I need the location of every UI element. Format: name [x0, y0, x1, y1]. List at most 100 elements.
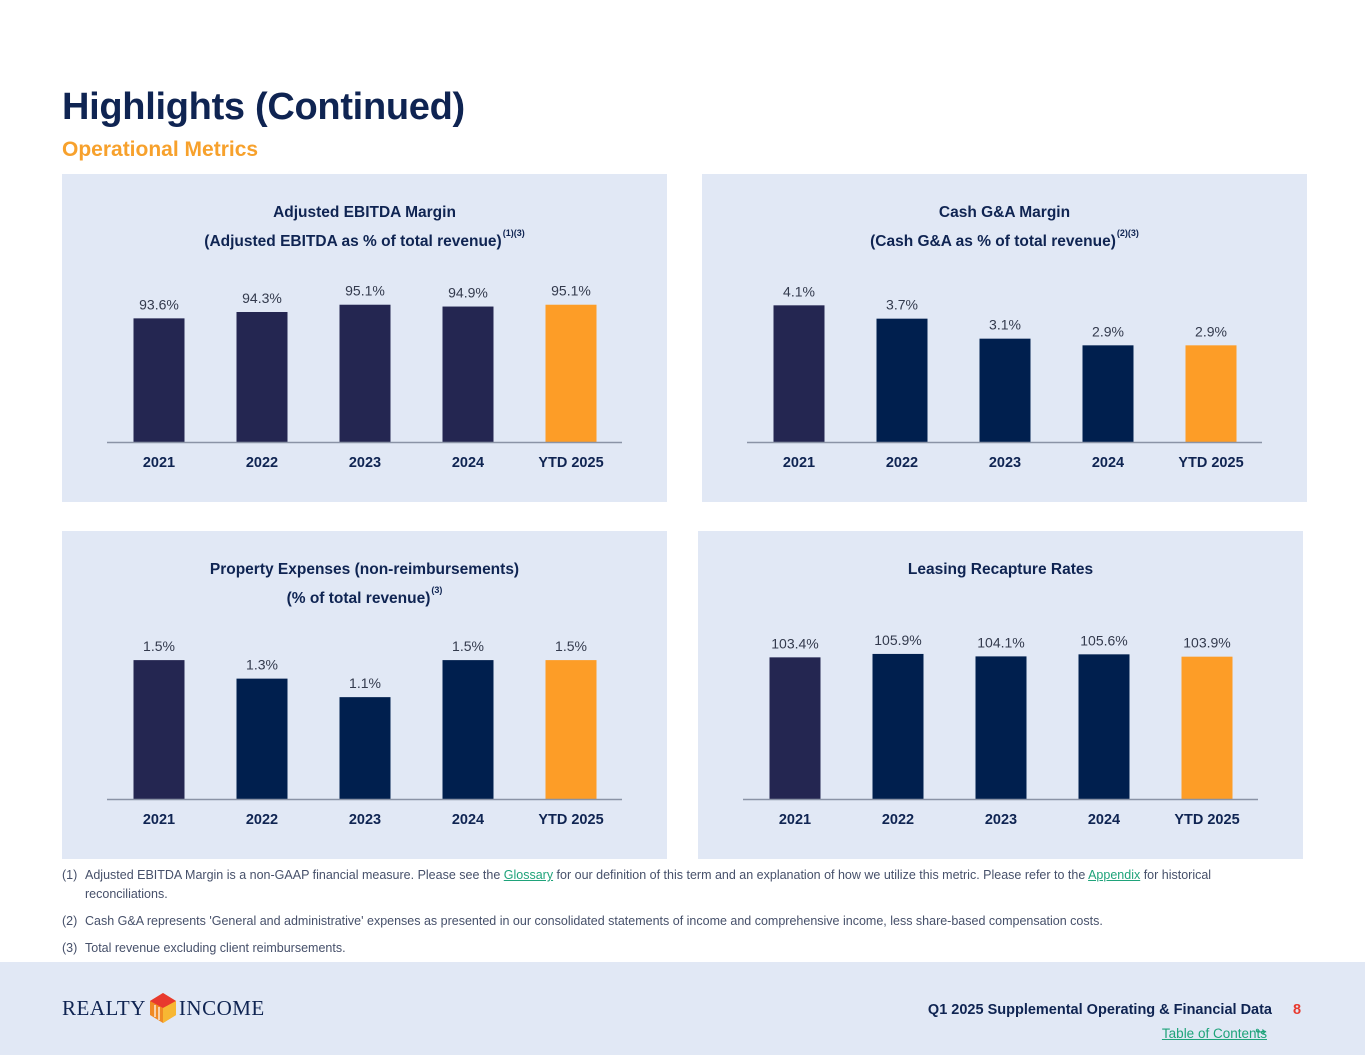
data-label: 1.5%	[143, 638, 175, 654]
footnote-text-part: for our definition of this term and an e…	[553, 868, 1089, 882]
x-tick-label: YTD 2025	[538, 455, 603, 471]
footnote-2: (2) Cash G&A represents 'General and adm…	[62, 912, 1262, 931]
data-label: 94.9%	[448, 285, 488, 301]
bar-ytd-2025	[545, 660, 597, 799]
bar-2021	[133, 318, 185, 442]
property-expenses-chart: 1.5% 2021 1.3% 2022 1.1% 2023 1.5% 2024 1.5% YTD …	[107, 638, 622, 828]
x-tick-label: 2021	[143, 455, 175, 471]
footer-band	[0, 962, 1365, 1055]
chart-title-footnote-ref: (2)(3)	[1116, 228, 1139, 238]
data-label: 105.6%	[1080, 632, 1127, 648]
data-label: 2.9%	[1195, 323, 1227, 339]
bar-ytd-2025	[545, 304, 597, 442]
bar-2022	[876, 318, 928, 442]
cash-ga-margin-panel: Cash G&A Margin (Cash G&A as % of total …	[702, 174, 1307, 502]
data-label: 95.1%	[345, 283, 385, 299]
bar-ytd-2025	[1181, 656, 1233, 799]
chart-title-line-2: (Cash G&A as % of total revenue)	[870, 233, 1116, 250]
x-tick-label: 2024	[1092, 455, 1124, 471]
footnote-text: Cash G&A represents 'General and adminis…	[85, 914, 1103, 928]
x-tick-label: 2022	[886, 455, 918, 471]
footnote-text-part: for historical reconciliations.	[85, 868, 1212, 901]
chart-title-footnote-ref: (1)(3)	[502, 228, 525, 238]
chart-title-line-2: (% of total revenue)	[286, 590, 431, 607]
x-tick-label: YTD 2025	[538, 812, 603, 828]
data-label: 2.9%	[1092, 323, 1124, 339]
chart-title-line-2: (Adjusted EBITDA as % of total revenue)	[204, 233, 502, 250]
x-tick-label: 2022	[246, 812, 278, 828]
data-label: 3.7%	[886, 297, 918, 313]
adjusted-ebitda-margin-panel: Adjusted EBITDA Margin (Adjusted EBITDA …	[62, 174, 667, 502]
data-label: 1.5%	[555, 638, 587, 654]
logo-text-right: INCOME	[178, 995, 265, 1020]
chart-title-line-1: Cash G&A Margin	[938, 204, 1071, 221]
chart-title: Adjusted EBITDA Margin (Adjusted EBITDA …	[62, 202, 667, 252]
footnote-number: (2)	[62, 914, 78, 928]
property-expenses-panel: Property Expenses (non-reimbursements) (…	[62, 531, 667, 859]
bar-2021	[133, 660, 185, 799]
document-title: Q1 2025 Supplemental Operating & Financi…	[927, 1002, 1272, 1018]
data-label: 94.3%	[242, 290, 282, 306]
appendix-link[interactable]: Appendix	[1088, 868, 1141, 882]
footnote-text: Adjusted EBITDA Margin is a non-GAAP fin…	[85, 866, 1262, 904]
x-tick-label: 2021	[779, 812, 811, 828]
data-label: 103.4%	[771, 635, 818, 651]
x-tick-label: 2024	[1088, 812, 1120, 828]
footnote-text-part: Adjusted EBITDA Margin is a non-GAAP fin…	[85, 868, 504, 882]
bar-2021	[773, 305, 825, 442]
chart-title-footnote-ref: (3)	[431, 585, 443, 595]
table-of-contents-link[interactable]: Table of Contents	[1161, 1026, 1267, 1041]
chart-title-line-1: Adjusted EBITDA Margin	[273, 204, 456, 221]
data-label: 95.1%	[551, 283, 591, 299]
leasing-recapture-rates-panel: Leasing Recapture Rates 103.4% 2021 105.9%…	[698, 531, 1303, 859]
footnotes: (1) Adjusted EBITDA Margin is a non-GAAP…	[62, 866, 1262, 966]
x-tick-label: 2022	[882, 812, 914, 828]
page-subtitle: Operational Metrics	[62, 138, 259, 161]
x-tick-label: 2023	[989, 455, 1021, 471]
leasing-recapture-rates-chart: 103.4% 2021 105.9% 2022 104.1% 2023 105.6% 2024…	[743, 632, 1258, 828]
bar-2023	[979, 338, 1031, 442]
adjusted-ebitda-margin-chart: 93.6% 2021 94.3% 2022 95.1% 2023 94.9% 2024 95.1…	[107, 283, 622, 471]
data-label: 4.1%	[783, 283, 815, 299]
x-tick-label: 2024	[452, 455, 484, 471]
x-tick-label: 2021	[783, 455, 815, 471]
data-label: 104.1%	[977, 634, 1024, 650]
bar-2022	[872, 653, 924, 799]
bar-2021	[769, 657, 821, 799]
bar-2023	[975, 656, 1027, 799]
footnote-text: Total revenue excluding client reimburse…	[85, 941, 346, 955]
glossary-link[interactable]: Glossary	[503, 868, 554, 882]
bar-2024	[442, 306, 494, 442]
chart-title-line-1: Leasing Recapture Rates	[907, 561, 1094, 578]
data-label: 93.6%	[139, 296, 179, 312]
x-tick-label: 2022	[246, 455, 278, 471]
bar-2024	[1078, 654, 1130, 799]
footnote-3: (3) Total revenue excluding client reimb…	[62, 939, 1262, 958]
footnote-1: (1) Adjusted EBITDA Margin is a non-GAAP…	[62, 866, 1262, 904]
bar-2023	[339, 304, 391, 442]
chart-title-line-1: Property Expenses (non-reimbursements)	[209, 561, 520, 578]
data-label: 1.5%	[452, 638, 484, 654]
data-label: 1.3%	[246, 657, 278, 673]
data-label: 1.1%	[349, 675, 381, 691]
bar-ytd-2025	[1185, 345, 1237, 442]
page-number: 8	[1293, 1002, 1302, 1018]
bar-2024	[442, 660, 494, 799]
page-title: Highlights (Continued)	[62, 86, 465, 128]
bar-2022	[236, 312, 288, 442]
data-label: 103.9%	[1183, 635, 1230, 651]
chart-title: Cash G&A Margin (Cash G&A as % of total …	[702, 202, 1307, 252]
x-tick-label: 2023	[349, 812, 381, 828]
x-tick-label: 2021	[143, 812, 175, 828]
bar-2022	[236, 678, 288, 799]
logo-mark-icon	[149, 993, 176, 1023]
data-label: 3.1%	[989, 317, 1021, 333]
x-tick-label: YTD 2025	[1178, 455, 1243, 471]
footnote-number: (1)	[62, 868, 78, 882]
bar-2023	[339, 697, 391, 799]
x-tick-label: 2023	[349, 455, 381, 471]
chart-title: Property Expenses (non-reimbursements) (…	[62, 559, 667, 609]
x-tick-label: YTD 2025	[1174, 812, 1239, 828]
return-arrow-icon: ↪	[1255, 1024, 1266, 1039]
data-label: 105.9%	[874, 632, 921, 648]
